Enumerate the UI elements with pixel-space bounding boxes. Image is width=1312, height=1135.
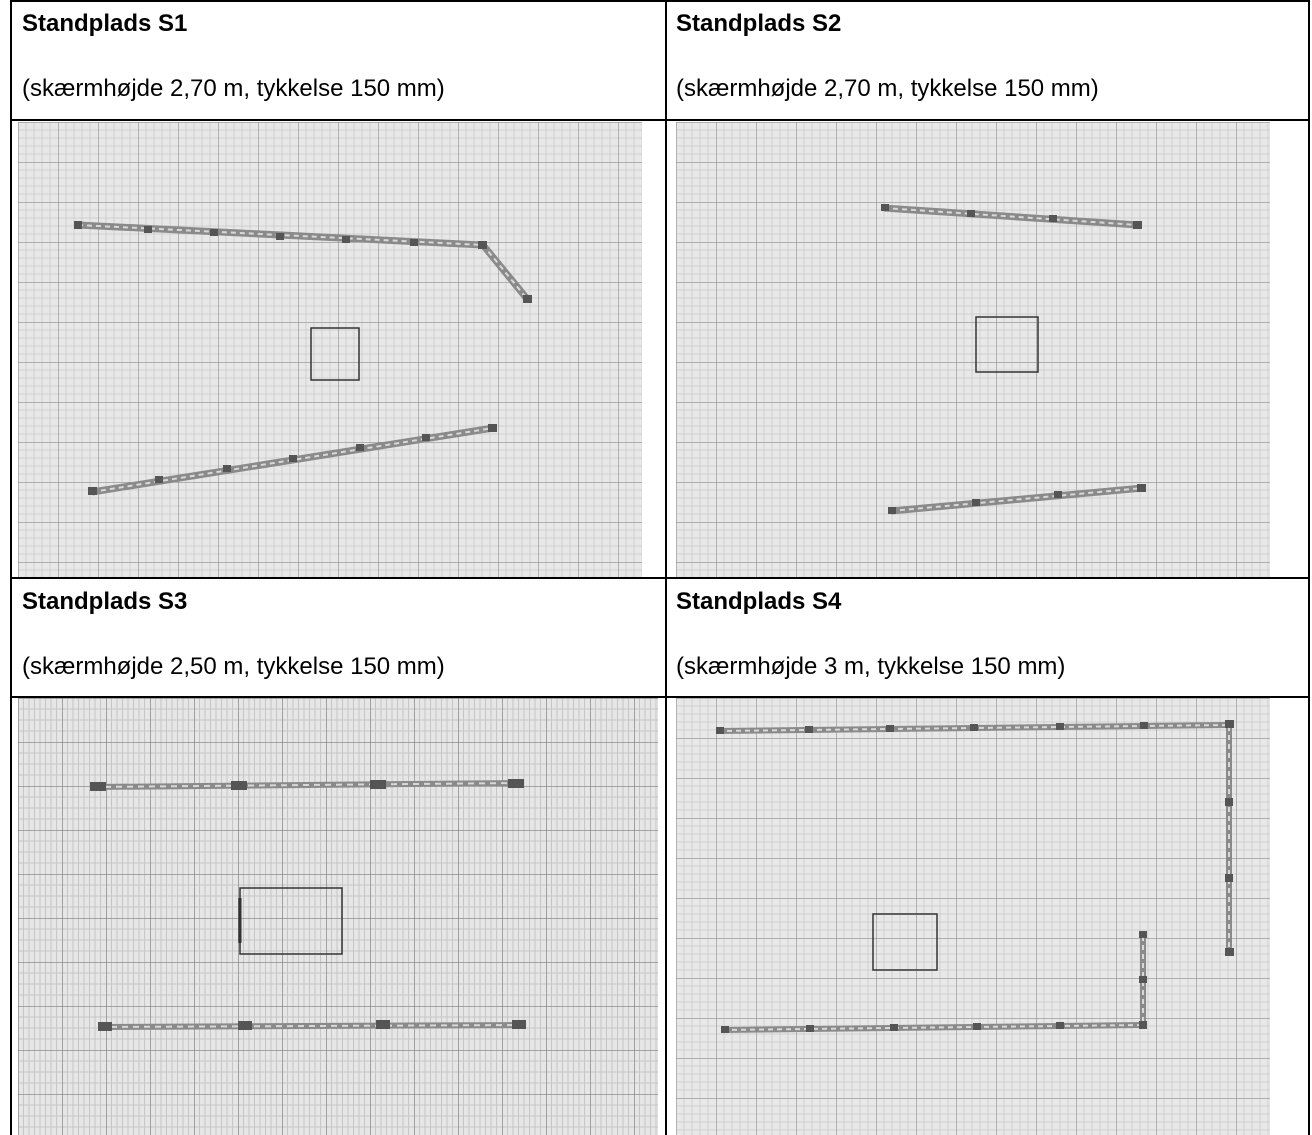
- stand-header-s3: Standplads S3 (skærmhøjde 2,50 m, tykkel…: [22, 588, 662, 693]
- table-row-divider: [10, 696, 1310, 698]
- stand-title: Standplads S3: [22, 588, 188, 615]
- table-border-top: [10, 0, 1310, 2]
- stand-subtitle: (skærmhøjde 2,70 m, tykkelse 150 mm): [22, 75, 445, 102]
- stand-plan-s1: [18, 122, 642, 577]
- table-row-divider: [10, 119, 1310, 121]
- table-row-divider: [10, 577, 1310, 579]
- stand-header-s1: Standplads S1 (skærmhøjde 2,70 m, tykkel…: [22, 10, 662, 115]
- stand-header-s2: Standplads S2 (skærmhøjde 2,70 m, tykkel…: [676, 10, 1306, 115]
- stand-subtitle: (skærmhøjde 3 m, tykkelse 150 mm): [676, 653, 1066, 680]
- table-column-divider: [665, 0, 667, 1135]
- stand-plan-s2: [676, 122, 1270, 577]
- stand-subtitle: (skærmhøjde 2,70 m, tykkelse 150 mm): [676, 75, 1099, 102]
- table-border-left: [10, 0, 12, 1135]
- stand-title: Standplads S1: [22, 10, 188, 37]
- table-border-right: [1308, 0, 1310, 1135]
- stand-plan-s4: [676, 698, 1270, 1135]
- stand-plan-s3: [18, 698, 658, 1135]
- stand-title: Standplads S2: [676, 10, 842, 37]
- stand-header-s4: Standplads S4 (skærmhøjde 3 m, tykkelse …: [676, 588, 1306, 693]
- stand-subtitle: (skærmhøjde 2,50 m, tykkelse 150 mm): [22, 653, 445, 680]
- stand-title: Standplads S4: [676, 588, 842, 615]
